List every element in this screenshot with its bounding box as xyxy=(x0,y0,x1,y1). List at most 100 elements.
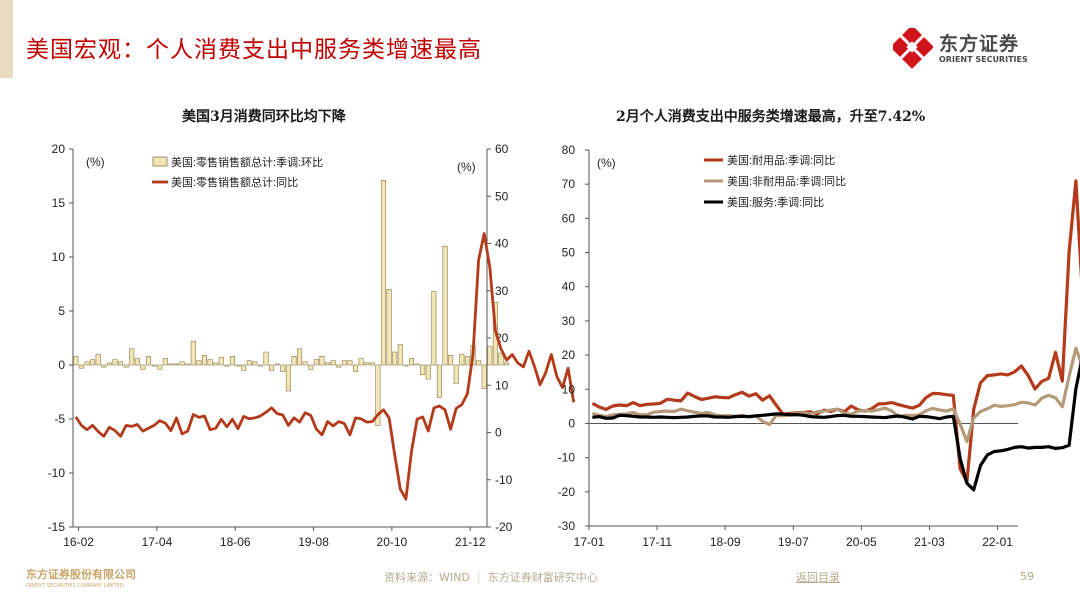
chart1-bar xyxy=(229,356,235,366)
chart1-bar xyxy=(302,361,308,366)
chart1-bar xyxy=(263,351,269,366)
chart1-bar xyxy=(459,353,465,366)
chart2-x-tick-label: 19-07 xyxy=(778,535,809,549)
chart2-legend-label: 美国:耐用品:季调:同比 xyxy=(727,154,835,167)
chart1-right-tick-label: 60 xyxy=(495,142,509,156)
chart1-left-tick-label: 15 xyxy=(52,196,66,210)
chart1-left-tick-label: 0 xyxy=(58,358,65,372)
chart1-bar xyxy=(364,362,370,366)
chart1-legend-swatch-bar xyxy=(152,156,168,167)
chart1-bar xyxy=(73,356,79,366)
chart2-x-tick-label: 18-09 xyxy=(710,535,741,549)
chart1-left-tick-label: -5 xyxy=(54,412,65,426)
page-number: 59 xyxy=(1020,570,1034,583)
chart1-right-unit: (%) xyxy=(457,160,476,174)
chart1-bar xyxy=(291,356,297,366)
chart1-right-tick-label: -10 xyxy=(495,473,513,487)
company-logo: 东方证券 ORIENT SECURITIES xyxy=(890,25,1043,70)
chart1-bar xyxy=(297,348,303,366)
chart1-x-tick-label: 16-02 xyxy=(63,535,94,549)
logo-text-cn: 东方证券 xyxy=(939,33,1020,55)
chart1-bar xyxy=(185,363,191,366)
chart1-left-tick-label: -10 xyxy=(48,466,66,480)
chart1-bar xyxy=(392,351,398,366)
chart1-bar xyxy=(504,362,510,366)
chart1-bar xyxy=(213,362,219,366)
chart2-series-line xyxy=(592,360,1080,492)
chart1-bar xyxy=(196,360,202,366)
chart1-bar xyxy=(129,348,135,366)
chart1-bar xyxy=(436,364,442,398)
chart1-bar xyxy=(285,364,291,392)
chart2-unit: (%) xyxy=(597,156,616,170)
chart1-bar xyxy=(308,364,314,370)
chart1-x-tick-label: 20-10 xyxy=(377,535,408,549)
chart1-bar xyxy=(101,364,107,368)
footer-logo: 东方证券股份有限公司 ORIENT SECURITIES COMPANY LIM… xyxy=(26,566,136,589)
chart2-x-tick-label: 21-03 xyxy=(914,535,945,549)
chart1-bar xyxy=(453,364,459,384)
chart2-y-tick-label: 80 xyxy=(562,143,576,157)
chart2-series-line xyxy=(591,179,1080,484)
chart1-bar xyxy=(431,291,437,366)
chart2-y-tick-label: 30 xyxy=(562,314,576,328)
chart1-bar xyxy=(252,361,258,366)
chart1-bar xyxy=(145,356,152,366)
chart2-y-tick-label: 70 xyxy=(562,177,576,191)
chart2-y-tick-label: 10 xyxy=(562,382,576,396)
chart1-x-tick-label: 17-04 xyxy=(142,535,173,549)
chart1-series-line xyxy=(74,232,576,501)
back-to-contents-link[interactable]: 返回目录 xyxy=(796,571,840,584)
chart1-bar xyxy=(369,362,375,366)
left-accent-bar xyxy=(0,0,13,78)
chart1-right-tick-label: 50 xyxy=(495,189,509,203)
chart1-bar xyxy=(84,361,90,366)
chart1-right-tick-label: 30 xyxy=(495,284,509,298)
chart1-bar xyxy=(280,364,286,372)
chart2-y-tick-label: 20 xyxy=(562,348,576,362)
chart1-bar xyxy=(375,364,381,426)
chart2-x-tick-label: 22-01 xyxy=(982,535,1013,549)
chart1-right-tick-label: 0 xyxy=(495,426,502,440)
chart1-x-tick-label: 21-12 xyxy=(455,535,486,549)
footer-logo-en: ORIENT SECURITIES COMPANY LIMITED xyxy=(26,583,124,589)
chart1-bar xyxy=(319,356,325,366)
chart1-bar xyxy=(173,363,180,366)
chart1-bar xyxy=(420,364,426,376)
chart1-x-tick-label: 19-08 xyxy=(298,535,329,549)
chart1-bar xyxy=(313,359,319,366)
chart1-bar xyxy=(78,364,84,369)
chart1-bar xyxy=(352,364,359,372)
chart1-bar xyxy=(207,359,213,366)
chart1-bar xyxy=(403,364,409,367)
chart2-x-tick-label: 20-05 xyxy=(846,535,877,549)
chart2-x-tick-label: 17-11 xyxy=(642,535,672,549)
chart2-x-tick-label: 17-01 xyxy=(574,535,605,549)
chart1-right-tick-label: -20 xyxy=(495,520,513,534)
chart2-legend-label: 美国:服务:季调:同比 xyxy=(727,196,824,209)
chart2-y-tick-label: 60 xyxy=(562,211,576,225)
chart1-bar xyxy=(442,245,448,366)
chart2-y-tick-label: -10 xyxy=(558,451,576,465)
chart1-bar xyxy=(224,364,230,367)
chart1-bar xyxy=(336,364,342,368)
chart2-y-tick-label: -20 xyxy=(558,485,576,499)
chart1-left-tick-label: 10 xyxy=(52,250,66,264)
logo-mark-icon xyxy=(890,25,934,69)
chart1-left-unit: (%) xyxy=(86,155,105,169)
chart1-bar xyxy=(241,364,247,371)
chart1-left-tick-label: 20 xyxy=(52,142,66,156)
chart1-bar xyxy=(151,364,157,367)
chart1-bar xyxy=(414,363,420,366)
chart1-bar xyxy=(190,340,196,366)
footer-source: 资料来源：WIND ｜ 东方证券财富研究中心 xyxy=(384,571,598,584)
chart1-bar xyxy=(134,358,140,366)
chart1-bar xyxy=(325,362,331,366)
chart2-y-tick-label: 50 xyxy=(562,246,576,260)
chart1-bar xyxy=(358,358,364,366)
chart1-x-tick-label: 18-06 xyxy=(220,535,251,549)
chart1-bar xyxy=(269,364,275,371)
chart1-bar xyxy=(168,363,174,366)
